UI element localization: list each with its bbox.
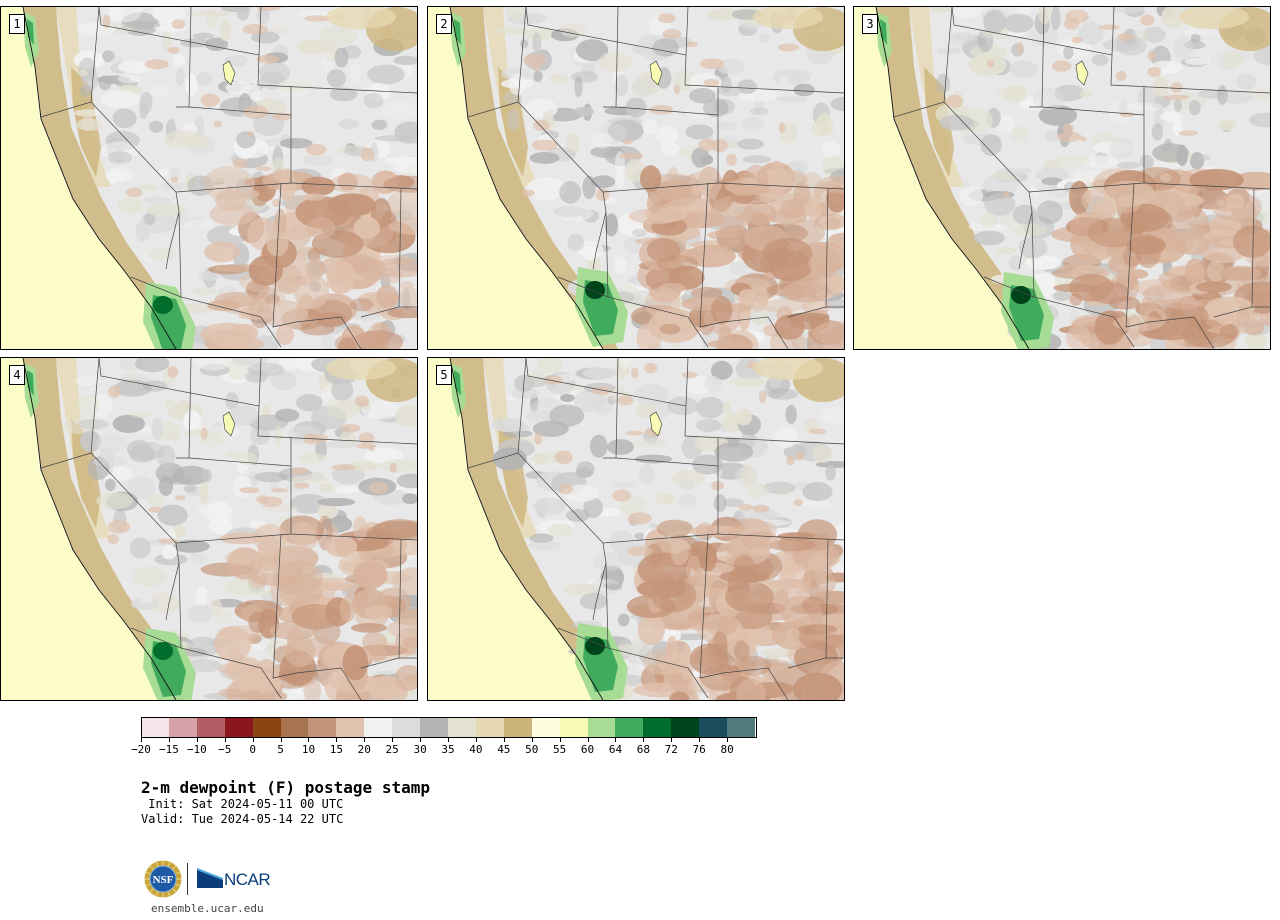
colorbar-swatch [168, 717, 197, 738]
svg-text:NSF: NSF [153, 874, 174, 886]
colorbar-tick [196, 738, 198, 742]
colorbar-tick [141, 738, 142, 742]
colorbar-tick [420, 738, 422, 742]
member-number-label: 2 [436, 14, 452, 34]
colorbar-swatch [364, 717, 393, 738]
ncar-mark-icon [197, 868, 223, 888]
dewpoint-map [428, 358, 844, 700]
logo-divider [187, 863, 188, 895]
colorbar-tick [643, 738, 645, 742]
colorbar-tick [587, 738, 589, 742]
colorbar-swatch [392, 717, 421, 738]
colorbar-tick [531, 738, 533, 742]
colorbar-swatch [448, 717, 476, 738]
colorbar-tick [671, 738, 673, 742]
colorbar-tick-label: 60 [580, 743, 595, 756]
colorbar-tick-label: −10 [186, 743, 207, 756]
colorbar-tick-label: 72 [664, 743, 678, 756]
colorbar-swatch [587, 717, 616, 738]
colorbar-swatch [420, 717, 449, 738]
colorbar-tick-label: 35 [441, 743, 455, 756]
colorbar-tick-label: 0 [249, 743, 256, 756]
colorbar-tick [559, 738, 561, 742]
colorbar-swatch [727, 717, 756, 738]
colorbar-swatch [559, 717, 588, 738]
colorbar-swatch [141, 717, 169, 738]
colorbar-swatch [196, 717, 225, 738]
colorbar-tick-label: 45 [497, 743, 511, 756]
colorbar-tick-label: 68 [636, 743, 650, 756]
colorbar-tick-label: −5 [218, 743, 232, 756]
colorbar-swatch [531, 717, 560, 738]
dewpoint-map [1, 358, 417, 700]
colorbar-tick [503, 738, 505, 742]
colorbar-swatch [252, 717, 281, 738]
ensemble-member-map-3: 3 [853, 6, 1271, 350]
colorbar-swatch [336, 717, 365, 738]
colorbar-swatch [671, 717, 700, 738]
colorbar-tick-label: 5 [277, 743, 284, 756]
site-url[interactable]: ensemble.ucar.edu [151, 902, 264, 915]
colorbar-tick-label: −15 [158, 743, 179, 756]
member-number-label: 1 [9, 14, 25, 34]
colorbar-tick [727, 738, 729, 742]
colorbar-tick-label: 64 [608, 743, 623, 756]
colorbar-tick-label: 20 [357, 743, 371, 756]
colorbar-swatch [475, 717, 504, 738]
colorbar-tick-label: 76 [692, 743, 706, 756]
member-number-label: 5 [436, 365, 452, 385]
colorbar-swatch [615, 717, 644, 738]
colorbar-tick-label: 40 [469, 743, 483, 756]
dewpoint-map [854, 7, 1270, 349]
colorbar-tick [336, 738, 338, 742]
colorbar-tick-label: 15 [329, 743, 343, 756]
colorbar-tick [280, 738, 282, 742]
dewpoint-map [1, 7, 417, 349]
colorbar-swatch [224, 717, 253, 738]
colorbar-tick-label: 50 [525, 743, 539, 756]
member-number-label: 4 [9, 365, 25, 385]
colorbar-swatch [280, 717, 309, 738]
colorbar-swatch [503, 717, 532, 738]
ensemble-member-map-1: 1 [0, 6, 418, 350]
sponsor-logos: NSF NCAR [144, 860, 274, 900]
colorbar-tick-label: −20 [131, 743, 151, 756]
member-number-label: 3 [862, 14, 878, 34]
colorbar-tick [252, 738, 254, 742]
ensemble-member-map-2: 2 [427, 6, 845, 350]
colorbar-tick-label: 55 [553, 743, 567, 756]
colorbar-swatch [699, 717, 728, 738]
colorbar-tick [308, 738, 310, 742]
ensemble-member-map-4: 4 [0, 357, 418, 701]
colorbar-tick [699, 738, 701, 742]
chart-title: 2-m dewpoint (F) postage stamp [141, 778, 430, 797]
colorbar-tick-label: 10 [301, 743, 316, 756]
colorbar-tick [392, 738, 394, 742]
colorbar-swatch [643, 717, 672, 738]
colorbar-tick [615, 738, 617, 742]
init-time: Init: Sat 2024-05-11 00 UTC [141, 797, 344, 811]
colorbar-tick [224, 738, 226, 742]
ensemble-member-map-5: 5 [427, 357, 845, 701]
dewpoint-map [428, 7, 844, 349]
dewpoint-colorbar [141, 717, 757, 738]
colorbar-tick [364, 738, 366, 742]
colorbar-tick [475, 738, 477, 742]
colorbar-tick-label: 80 [720, 743, 734, 756]
colorbar-tick [448, 738, 449, 742]
colorbar-swatch [308, 717, 337, 738]
valid-time: Valid: Tue 2024-05-14 22 UTC [141, 812, 344, 826]
ncar-logo-text: NCAR [224, 870, 271, 889]
nsf-logo-icon: NSF [144, 860, 182, 898]
colorbar-tick-label: 30 [413, 743, 427, 756]
colorbar-tick [168, 738, 170, 742]
colorbar-tick-label: 25 [385, 743, 399, 756]
